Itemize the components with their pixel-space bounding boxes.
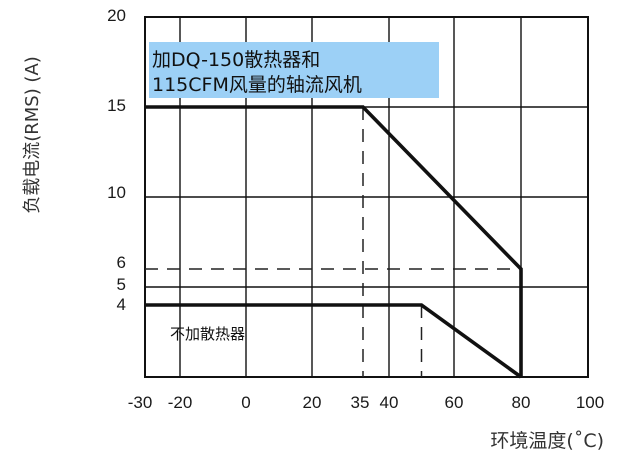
annotation-box-fan bbox=[149, 42, 439, 98]
x-tick-label: -20 bbox=[168, 393, 193, 412]
y-tick-label: 15 bbox=[107, 96, 126, 115]
series-line-with-heatsink-fan bbox=[145, 105, 523, 377]
x-tick-label: 40 bbox=[380, 393, 399, 412]
x-axis-title: 环境温度(˚C) bbox=[490, 430, 604, 452]
y-tick-label: 10 bbox=[107, 183, 126, 202]
y-tick-label: 20 bbox=[107, 6, 126, 25]
series-line-no-heatsink bbox=[145, 303, 523, 379]
y-axis-title: 负载电流(RMS) (A) bbox=[22, 56, 43, 214]
annotation-fan-line-2: 115CFM风量的轴流风机 bbox=[152, 74, 362, 96]
annotation-fan-line-1: 加DQ-150散热器和 bbox=[152, 49, 320, 71]
plot-frame bbox=[144, 16, 589, 378]
y-tick-label: 4 bbox=[117, 295, 126, 314]
x-tick-label: 60 bbox=[445, 393, 464, 412]
x-tick-label: 35 bbox=[351, 393, 370, 412]
x-tick-label: -30 bbox=[128, 393, 153, 412]
x-tick-label: 0 bbox=[241, 393, 250, 412]
x-tick-label: 20 bbox=[303, 393, 322, 412]
x-tick-label: 100 bbox=[576, 393, 604, 412]
y-tick-label: 5 bbox=[117, 275, 126, 294]
annotation-no-heatsink: 不加散热器 bbox=[170, 325, 245, 343]
y-tick-label: 6 bbox=[117, 253, 126, 272]
x-tick-label: 80 bbox=[512, 393, 531, 412]
